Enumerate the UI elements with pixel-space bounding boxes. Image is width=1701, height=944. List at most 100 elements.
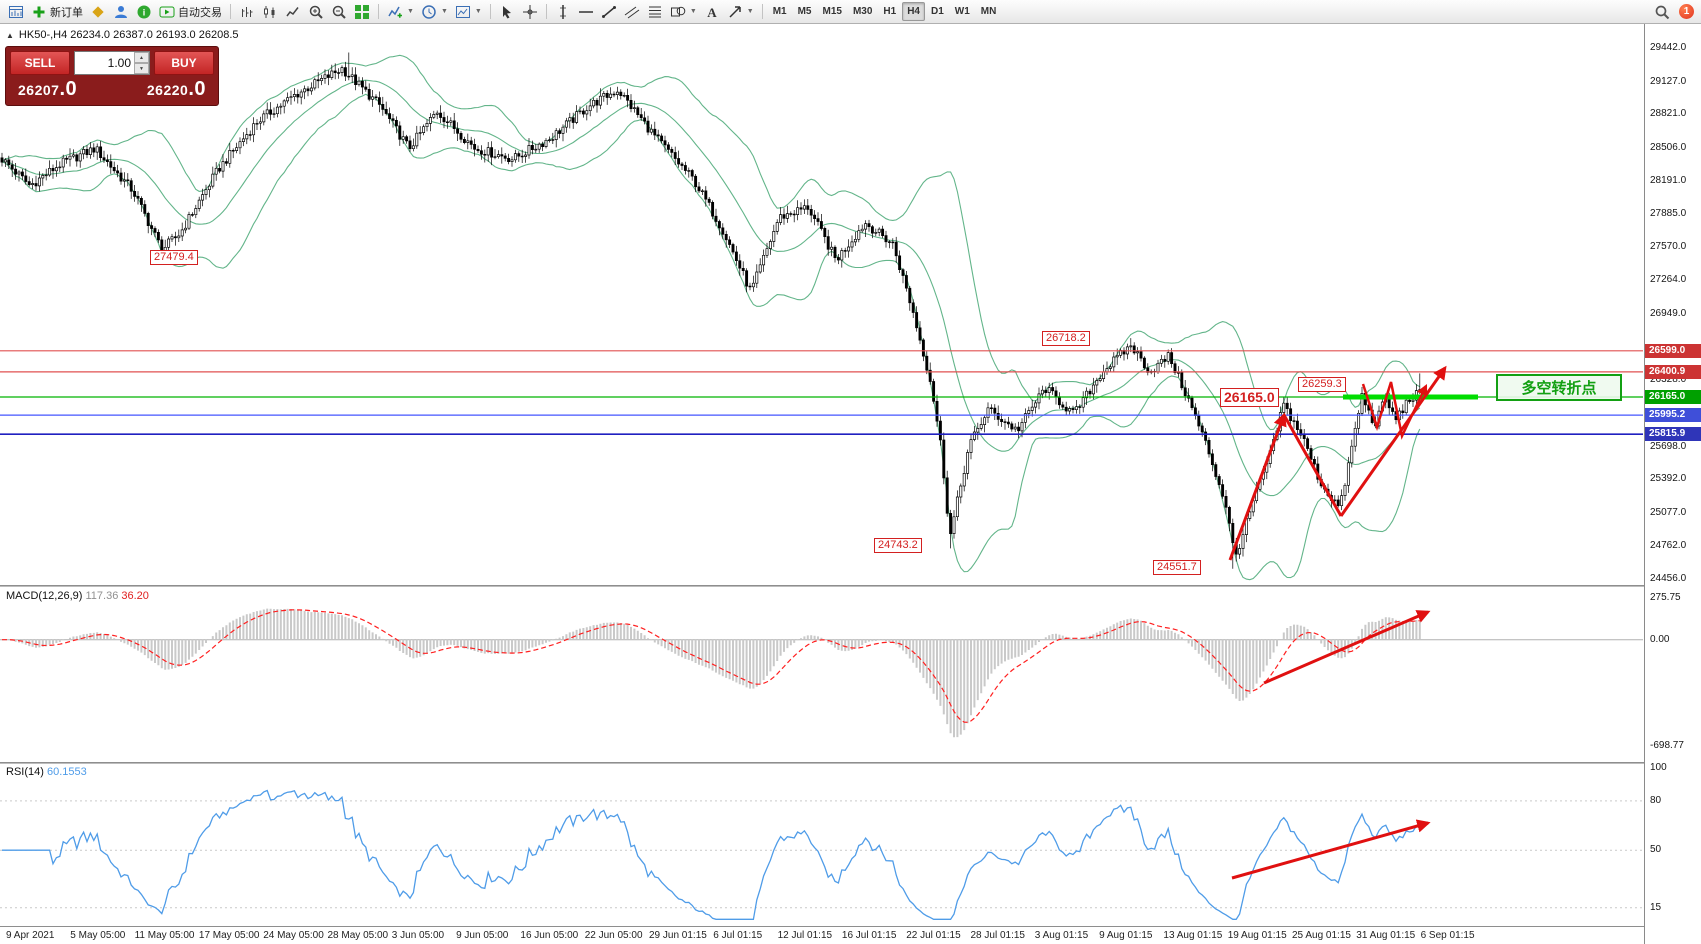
panel-splitter[interactable]	[0, 762, 1701, 764]
timeframe-m30-button[interactable]: M30	[848, 2, 877, 21]
macd-axis-tick: -698.77	[1650, 740, 1684, 752]
tile-windows-icon[interactable]	[351, 2, 373, 22]
sell-price: 26207.0	[18, 78, 78, 100]
text-icon[interactable]: A	[701, 2, 723, 22]
timeframe-h4-button[interactable]: H4	[902, 2, 925, 21]
bollinger-middle-band	[1, 79, 1421, 497]
notification-badge[interactable]: 1	[1679, 4, 1694, 19]
search-icon[interactable]	[1651, 2, 1673, 22]
trendline-icon[interactable]	[598, 2, 620, 22]
toolbar: 新订单 i 自动交易 ▼ ▼ ▼ ▼ A ▼ M1 M5 M15 M30 H1 H4 D1 W1 MN 1	[0, 0, 1701, 24]
lot-size-spinner[interactable]: 1.00 ▲ ▼	[74, 51, 150, 75]
trend-arrow[interactable]	[1263, 610, 1431, 685]
time-axis-label: 19 Aug 01:15	[1227, 930, 1287, 941]
buy-button[interactable]: BUY	[154, 51, 214, 75]
bull-candles	[3, 67, 1418, 555]
price-tick: 29127.0	[1650, 75, 1687, 87]
periods-icon[interactable]: ▼	[418, 2, 451, 22]
rsi-title: RSI(14) 60.1553	[6, 766, 87, 778]
community-icon[interactable]	[110, 2, 132, 22]
collapse-arrow-icon[interactable]: ▲	[6, 30, 14, 40]
price-tick: 27264.0	[1650, 273, 1687, 285]
metaeditor-icon[interactable]	[87, 2, 109, 22]
chevron-down-icon: ▼	[746, 8, 754, 15]
timeframe-w1-button[interactable]: W1	[950, 2, 975, 21]
indicators-icon[interactable]: ▼	[384, 2, 417, 22]
time-axis-label: 12 Jul 01:15	[777, 930, 833, 941]
time-axis-label: 31 Aug 01:15	[1356, 930, 1416, 941]
toolbar-separator	[489, 4, 491, 19]
horizontal-line-icon[interactable]	[575, 2, 597, 22]
cursor-icon[interactable]	[496, 2, 518, 22]
time-axis-label: 29 Jun 01:15	[649, 930, 707, 941]
price-label-object[interactable]: 26259.3	[1298, 377, 1346, 392]
rsi-axis-tick: 15	[1650, 901, 1662, 913]
autotrading-button[interactable]: 自动交易	[156, 2, 225, 22]
candle-wicks	[1, 52, 1421, 569]
trend-arrow[interactable]	[1361, 381, 1428, 440]
panel-splitter[interactable]	[0, 585, 1701, 587]
symbol-ohlc-text: HK50-,H4 26234.0 26387.0 26193.0 26208.5	[18, 29, 239, 41]
zoom-in-icon[interactable]	[305, 2, 327, 22]
sell-button[interactable]: SELL	[10, 51, 70, 75]
chevron-down-icon: ▼	[474, 8, 482, 15]
annotation-textbox[interactable]: 多空转折点	[1496, 374, 1622, 401]
lot-increase-button[interactable]: ▲	[134, 52, 149, 63]
shapes-icon[interactable]: ▼	[667, 2, 700, 22]
timeframe-d1-button[interactable]: D1	[926, 2, 949, 21]
timeframe-mn-button[interactable]: MN	[976, 2, 1002, 21]
templates-icon[interactable]: ▼	[452, 2, 485, 22]
trend-arrow[interactable]	[1228, 412, 1287, 561]
price-tick: 25698.0	[1650, 440, 1687, 452]
time-axis-label: 17 May 05:00	[198, 930, 260, 941]
time-axis-label: 22 Jun 05:00	[584, 930, 643, 941]
price-axis-tag: 25815.9	[1645, 427, 1701, 442]
timeframe-m5-button[interactable]: M5	[793, 2, 817, 21]
zoom-out-icon[interactable]	[328, 2, 350, 22]
price-label-object[interactable]: 24743.2	[874, 538, 922, 553]
timeframe-h1-button[interactable]: H1	[878, 2, 901, 21]
fibonacci-icon[interactable]	[644, 2, 666, 22]
macd-axis-tick: 0.00	[1650, 633, 1670, 645]
time-axis-label: 22 Jul 01:15	[906, 930, 961, 941]
channel-icon[interactable]	[621, 2, 643, 22]
time-axis-label: 3 Jun 05:00	[391, 930, 445, 941]
time-axis-label: 25 Aug 01:15	[1292, 930, 1351, 941]
price-tick: 28506.0	[1650, 141, 1687, 153]
vertical-line-icon[interactable]	[552, 2, 574, 22]
bar-chart-icon[interactable]	[236, 2, 258, 22]
toolbar-separator	[230, 4, 231, 19]
lot-size-value: 1.00	[107, 56, 131, 70]
bollinger-upper-band	[1, 54, 1421, 431]
timeframe-m15-button[interactable]: M15	[818, 2, 847, 21]
lot-decrease-button[interactable]: ▼	[134, 63, 149, 74]
time-axis-label: 6 Sep 01:15	[1420, 930, 1475, 941]
crosshair-icon[interactable]	[519, 2, 541, 22]
trend-arrow[interactable]	[1231, 819, 1431, 880]
trend-arrow[interactable]	[1339, 365, 1447, 517]
price-tick: 27570.0	[1650, 241, 1687, 253]
new-chart-icon[interactable]	[5, 2, 27, 22]
price-tick: 24762.0	[1650, 540, 1687, 552]
new-order-button[interactable]: 新订单	[28, 2, 86, 22]
time-axis-label: 28 May 05:00	[327, 930, 389, 941]
trend-arrow[interactable]	[1282, 414, 1343, 517]
rsi-axis-tick: 50	[1650, 844, 1662, 856]
price-label-object[interactable]: 26165.0	[1220, 388, 1279, 407]
candlestick-chart-icon[interactable]	[259, 2, 281, 22]
info-icon[interactable]: i	[133, 2, 155, 22]
buy-price: 26220.0	[146, 78, 206, 100]
price-label-object[interactable]: 26718.2	[1042, 331, 1090, 346]
new-order-button-label: 新订单	[50, 6, 83, 19]
price-label-object[interactable]: 27479.4	[150, 250, 198, 265]
price-tick: 29442.0	[1650, 42, 1687, 53]
macd-histogram	[4, 608, 1421, 738]
arrows-icon[interactable]: ▼	[724, 2, 757, 22]
price-label-object[interactable]: 24551.7	[1153, 560, 1201, 575]
price-axis-tag: 26599.0	[1645, 343, 1701, 358]
bear-candles	[0, 67, 1422, 555]
time-axis-label: 5 May 05:00	[70, 930, 126, 941]
timeframe-m1-button[interactable]: M1	[768, 2, 792, 21]
line-chart-icon[interactable]	[282, 2, 304, 22]
